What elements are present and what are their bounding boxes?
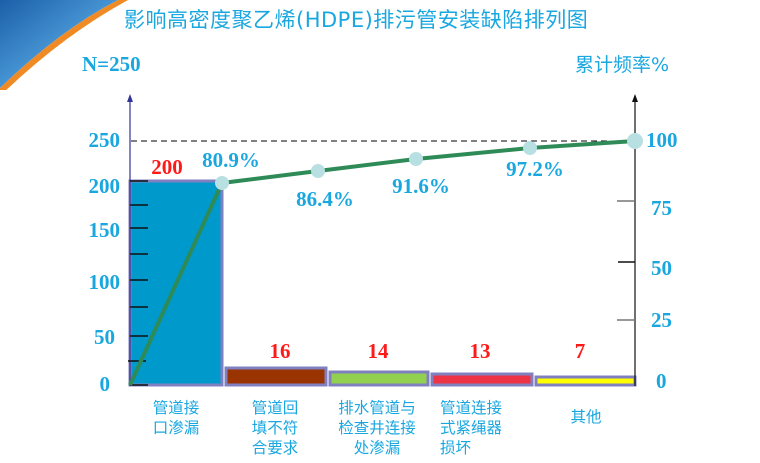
bar-value-1: 200 — [151, 155, 183, 179]
left-tick-0: 0 — [99, 372, 111, 396]
left-axis-arrow-icon — [127, 94, 133, 102]
marker-1 — [215, 176, 229, 190]
right-axis-ticks — [617, 200, 635, 321]
right-tick-100: 100 — [646, 128, 678, 152]
left-tick-100: 100 — [88, 270, 121, 294]
cumulative-label-3: 91.6% — [392, 174, 450, 198]
marker-4 — [523, 141, 537, 155]
sample-size-label: N=250 — [82, 52, 141, 76]
chart-title: 影响高密度聚乙烯(HDPE)排污管安装缺陷排列图 — [124, 8, 589, 32]
category-label-4: 管道连接 式紧绳器 损坏 — [440, 399, 503, 457]
decorative-swoosh — [0, 0, 128, 90]
bar-4 — [430, 372, 534, 387]
bar-3 — [328, 370, 430, 387]
cumulative-label-4: 97.2% — [506, 157, 564, 181]
marker-3 — [409, 152, 423, 166]
marker-2 — [311, 164, 325, 178]
left-axis-ticks — [128, 180, 148, 386]
category-label-1: 管道接 口渗漏 — [152, 399, 200, 437]
cumulative-label-1: 80.9% — [202, 148, 260, 172]
right-axis-title: 累计频率% — [575, 54, 670, 76]
marker-5 — [627, 133, 643, 149]
right-tick-0: 0 — [656, 369, 667, 393]
right-axis-arrow-icon — [632, 94, 638, 102]
bar-5 — [534, 375, 637, 387]
cumulative-markers — [215, 133, 643, 190]
left-tick-50: 50 — [94, 325, 115, 349]
bar-value-3: 14 — [367, 339, 389, 363]
right-tick-50: 50 — [651, 256, 672, 280]
category-label-3: 排水管道与 检查井连接 处渗漏 — [338, 399, 416, 457]
bar-value-4: 13 — [469, 339, 491, 363]
category-label-5: 其他 — [570, 408, 602, 426]
left-tick-150: 150 — [88, 218, 121, 242]
bar-value-2: 16 — [269, 339, 291, 363]
cumulative-line — [128, 139, 636, 386]
cumulative-label-2: 86.4% — [296, 187, 354, 211]
left-tick-250: 250 — [88, 128, 121, 152]
category-label-2: 管道回 填不符 合要求 — [251, 399, 299, 457]
bar-2 — [224, 366, 328, 387]
right-tick-75: 75 — [651, 196, 672, 220]
left-tick-200: 200 — [88, 174, 121, 198]
right-tick-25: 25 — [651, 308, 672, 332]
bar-value-5: 7 — [574, 339, 586, 363]
